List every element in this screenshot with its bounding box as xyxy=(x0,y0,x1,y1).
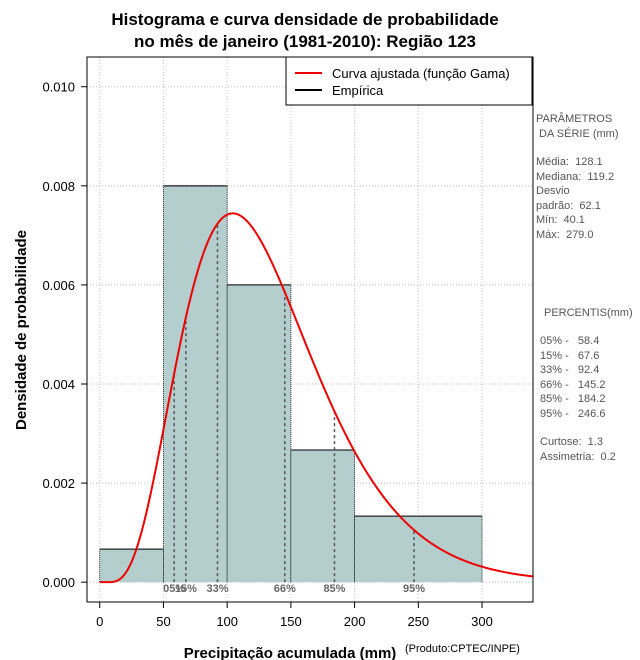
histogram-bar-3 xyxy=(290,450,355,583)
percentile-label-5: 95% xyxy=(403,583,425,595)
shape-stats: Curtose: 1.3 Assimetria: 0.2 xyxy=(540,436,616,463)
percentis-values: 05% - 58.4 15% - 67.6 33% - 92.4 66% - 1… xyxy=(540,335,606,420)
percentile-label-0: 05% xyxy=(163,583,185,595)
params-values: Média: 128.1 Mediana: 119.2 Desvio padrã… xyxy=(536,156,615,241)
y-axis: 0.000 0.002 0.004 0.006 0.008 0.010 xyxy=(42,80,87,590)
x-tick-label-4: 200 xyxy=(344,614,366,629)
histogram-bar-edge-3 xyxy=(290,449,355,583)
gamma-curve xyxy=(99,212,534,584)
params-title: PARÂMETROS DA SÉRIE (mm) xyxy=(536,113,619,140)
x-axis-label: Precipitação acumulada (mm) xyxy=(184,645,397,660)
chart-title-line2: no mês de janeiro (1981-2010): Região 12… xyxy=(134,32,476,51)
x-tick-label-2: 100 xyxy=(216,614,238,629)
histogram-bars xyxy=(99,185,483,583)
histogram-bar-2 xyxy=(227,284,291,583)
percentis-title: PERCENTIS(mm) xyxy=(544,307,633,319)
legend-box xyxy=(285,56,533,106)
y-tick-label-5: 0.010 xyxy=(42,80,75,95)
histogram-bar-0 xyxy=(99,549,164,583)
chart-title-line1: Histograma e curva densidade de probabil… xyxy=(111,10,498,29)
legend-label-curve: Curva ajustada (função Gama) xyxy=(332,66,510,81)
credit-label: (Produto:CPTEC/INPE) xyxy=(405,643,520,655)
x-tick-label-3: 150 xyxy=(280,614,302,629)
y-tick-label-3: 0.006 xyxy=(42,278,75,293)
percentile-labels: 05%15% 33% 66% 85% 95% xyxy=(163,583,425,595)
x-tick-label-5: 250 xyxy=(407,614,429,629)
legend: Curva ajustada (função Gama) Empírica xyxy=(285,56,533,106)
histogram-bar-edge-2 xyxy=(226,284,292,583)
percentile-label-4: 85% xyxy=(323,583,345,595)
y-tick-label-4: 0.008 xyxy=(42,179,75,194)
percentile-label-2: 33% xyxy=(206,583,228,595)
histogram-bar-4 xyxy=(354,516,483,583)
x-tick-label-0: 0 xyxy=(96,614,103,629)
y-tick-label-1: 0.002 xyxy=(42,476,75,491)
x-tick-label-1: 50 xyxy=(156,614,170,629)
x-tick-label-6: 300 xyxy=(471,614,493,629)
percentile-lines xyxy=(173,223,415,583)
percentile-label-1: 15% xyxy=(175,583,197,595)
histogram-bar-edge-4 xyxy=(354,515,483,583)
legend-label-empirica: Empírica xyxy=(332,83,384,98)
percentile-label-3: 66% xyxy=(274,583,296,595)
y-tick-label-2: 0.004 xyxy=(42,377,75,392)
x-axis: 0 50 100 150 200 250 300 xyxy=(96,602,493,629)
y-tick-label-0: 0.000 xyxy=(42,575,75,590)
y-axis-label: Densidade de probabilidade xyxy=(13,230,30,430)
